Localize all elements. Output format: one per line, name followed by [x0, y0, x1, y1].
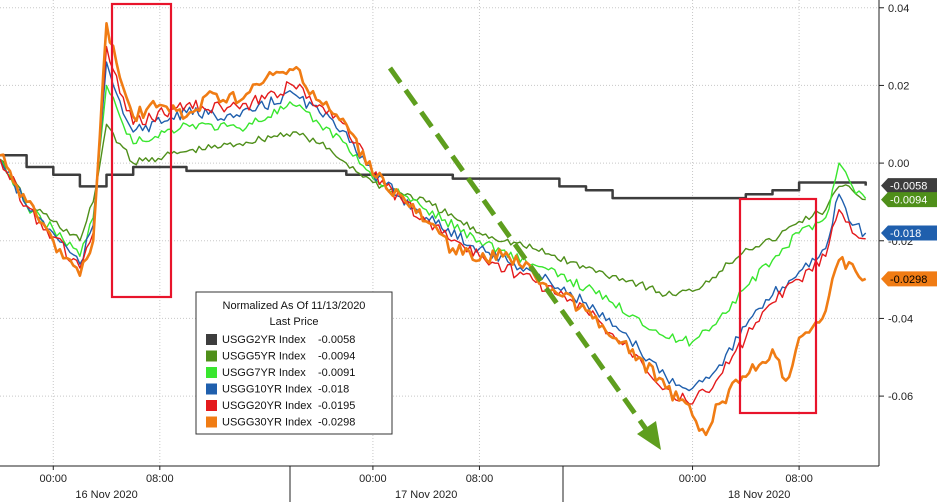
- legend-title: Normalized As Of 11/13/2020: [223, 300, 366, 312]
- last-price-tags: -0.0058 -0.0094 -0.018 -0.0298: [881, 178, 937, 287]
- series-line-usgg5yr-index: [0, 123, 866, 297]
- legend-swatch: [206, 400, 217, 411]
- last-price-tag: [881, 271, 937, 287]
- trend-arrowhead: [637, 421, 661, 450]
- x-tick-label: 08:00: [466, 473, 494, 485]
- y-tick-label: -0.04: [888, 313, 913, 325]
- legend-swatch: [206, 416, 217, 428]
- trend-arrow-line: [387, 66, 651, 434]
- x-tick-label: 00:00: [359, 473, 387, 485]
- last-price-tag-label: -0.0298: [890, 274, 927, 286]
- last-price-tag: [881, 225, 937, 241]
- legend-entry-label: USGG2YR Index: [222, 334, 306, 346]
- legend-entry-value: -0.018: [318, 384, 349, 396]
- x-tick-label: 00:00: [679, 473, 707, 485]
- date-label: 17 Nov 2020: [395, 489, 457, 501]
- date-labels: 16 Nov 2020 17 Nov 2020 18 Nov 2020: [75, 489, 790, 501]
- legend-entry-value: -0.0091: [318, 367, 355, 379]
- legend-subtitle: Last Price: [270, 316, 319, 328]
- legend-entry-value: -0.0195: [318, 400, 355, 412]
- legend-swatch: [206, 367, 217, 378]
- legend-entries: USGG2YR Index -0.0058 USGG5YR Index -0.0094…: [206, 334, 355, 429]
- date-label: 16 Nov 2020: [75, 489, 137, 501]
- legend-entry-label: USGG30YR Index: [222, 417, 312, 429]
- y-tick-label: 0.02: [888, 80, 909, 92]
- legend: Normalized As Of 11/13/2020 Last Price U…: [195, 291, 393, 435]
- series-lines: [0, 22, 867, 437]
- x-tick-label: 08:00: [785, 473, 813, 485]
- y-tick-label: 0.04: [888, 3, 909, 15]
- legend-entry-value: -0.0094: [318, 351, 355, 363]
- x-tick-label: 08:00: [146, 473, 174, 485]
- last-price-tag: [881, 192, 937, 208]
- y-axis-ticks: [879, 7, 884, 397]
- grid-lines: [0, 0, 879, 466]
- legend-entry-label: USGG5YR Index: [222, 351, 306, 363]
- highlight-box-left: [110, 2, 173, 299]
- legend-entry-label: USGG20YR Index: [222, 400, 312, 412]
- x-axis-labels: 00:00 08:00 00:00 08:00 00:00 08:00: [40, 466, 813, 485]
- last-price-tag-label: -0.0058: [890, 181, 927, 193]
- series-line-usgg7yr-index: [0, 84, 867, 347]
- legend-swatch: [206, 383, 217, 395]
- series-line-usgg30yr-index: [0, 22, 867, 437]
- legend-box: [195, 291, 393, 435]
- last-price-tag-label: -0.0094: [890, 195, 927, 207]
- series-line-usgg20yr-index: [0, 45, 866, 405]
- legend-entry-value: -0.0058: [318, 334, 355, 346]
- last-price-tag: [881, 178, 937, 194]
- highlight-box-right: [738, 197, 818, 415]
- date-label: 18 Nov 2020: [728, 489, 790, 501]
- x-tick-label: 00:00: [40, 473, 68, 485]
- series-line-usgg10yr-index: [0, 61, 867, 392]
- y-tick-label: -0.06: [888, 391, 913, 403]
- legend-entry-label: USGG7YR Index: [222, 367, 306, 379]
- legend-swatch: [206, 334, 217, 345]
- series-line-usgg2yr-index: [0, 154, 867, 200]
- legend-swatch: [206, 350, 217, 362]
- last-price-tag-label: -0.018: [890, 228, 921, 240]
- legend-entry-value: -0.0298: [318, 417, 355, 429]
- y-tick-label: 0.00: [888, 158, 909, 170]
- legend-entry-label: USGG10YR Index: [222, 384, 312, 396]
